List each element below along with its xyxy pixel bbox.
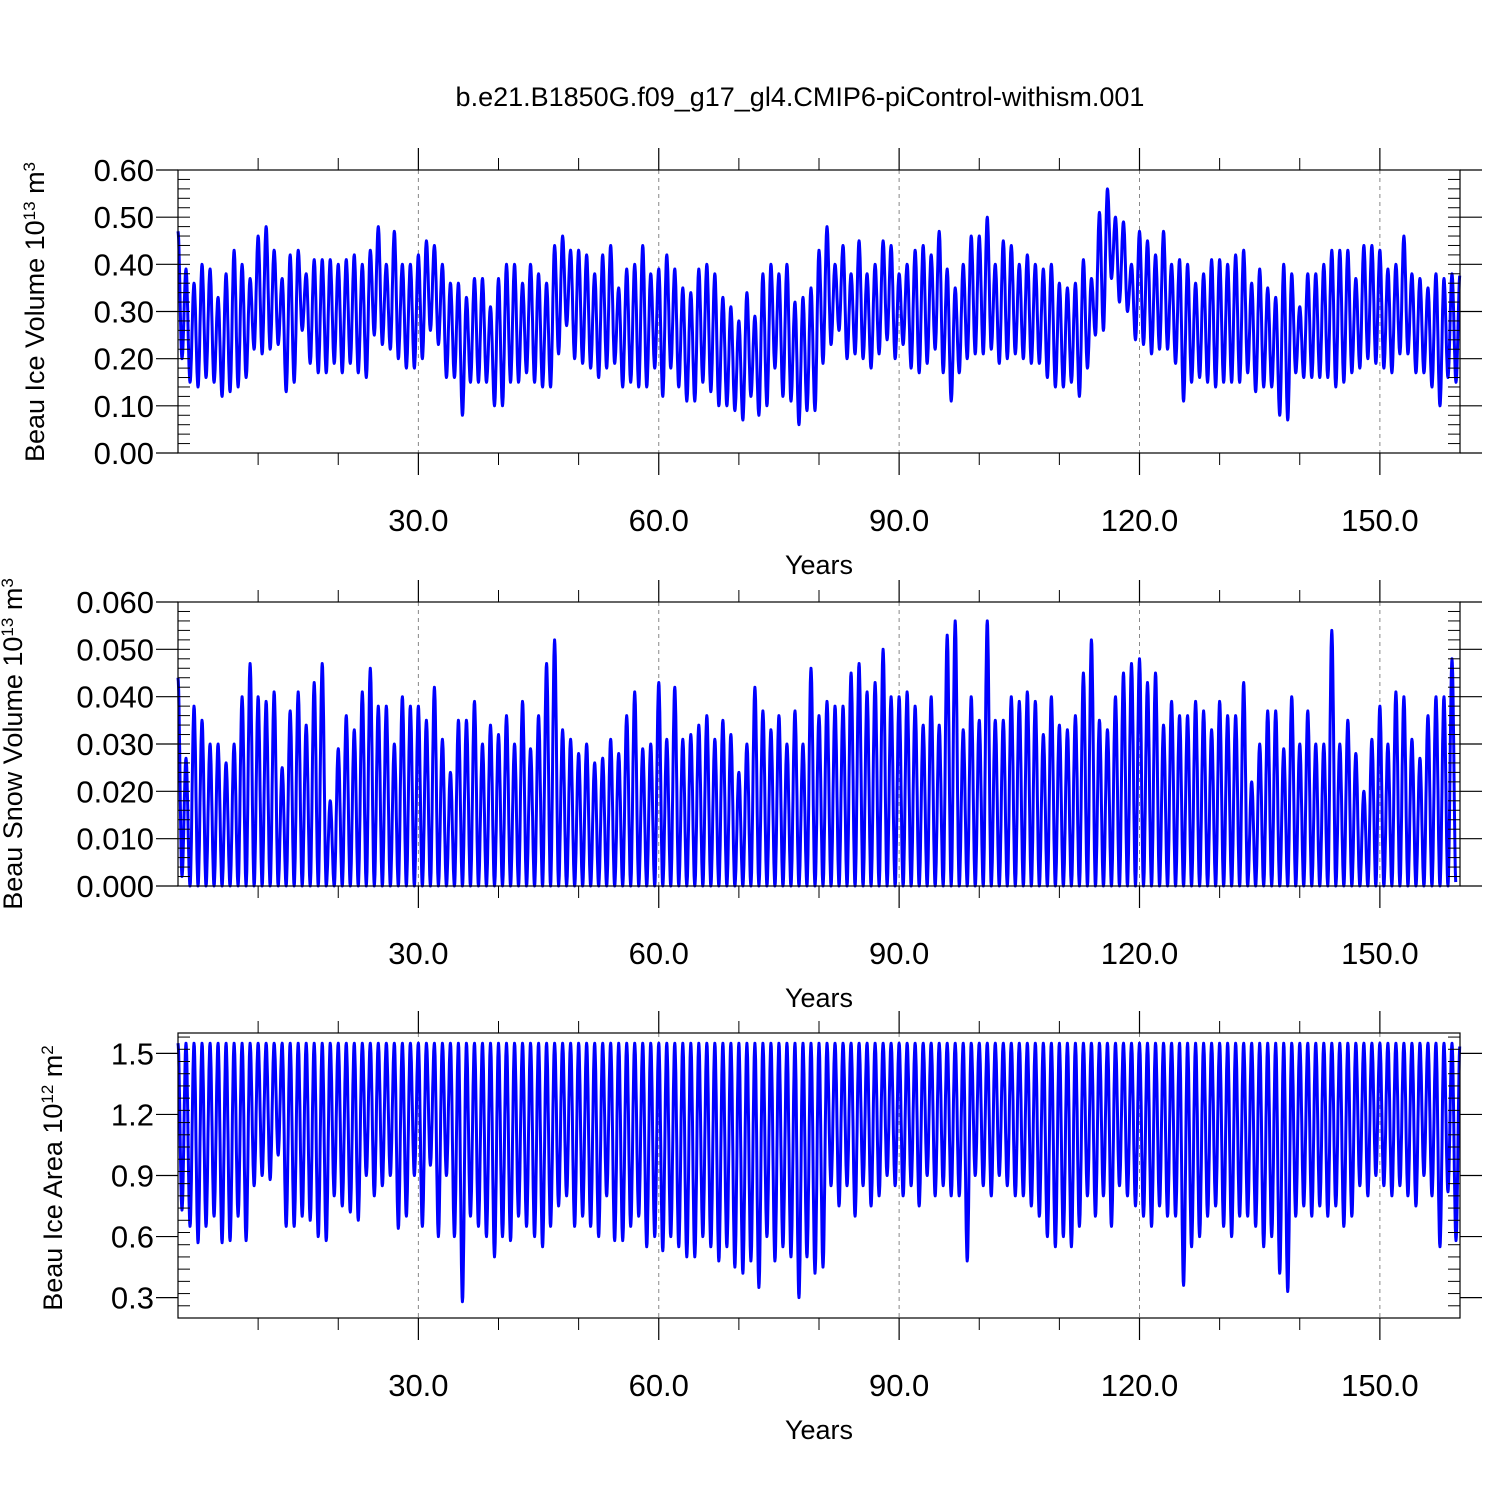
series-line [176, 187, 1462, 427]
x-tick-label: 150.0 [1341, 1368, 1419, 1403]
y-tick-label: 0.40 [94, 247, 154, 282]
y-tick-label: 0.020 [76, 774, 154, 809]
x-tick-label: 120.0 [1101, 1368, 1179, 1403]
x-tick-label: 60.0 [629, 503, 689, 538]
y-tick-label: 0.040 [76, 680, 154, 715]
series-line [176, 1041, 1462, 1304]
y-tick-label: 0.9 [111, 1159, 154, 1194]
y-axis-label: Beau Ice Volume 1013 m3 [20, 162, 51, 462]
chart-panel-2: 0.000 0.010 0.020 0.030 0.040 0.050 0.060 30.0 6… [0, 578, 1482, 1013]
y-tick-label: 0.000 [76, 869, 154, 904]
y-tick-label: 0.050 [76, 632, 154, 667]
y-tick-label: 0.6 [111, 1220, 154, 1255]
x-tick-label: 120.0 [1101, 936, 1179, 971]
y-tick-label: 0.060 [76, 585, 154, 620]
x-tick-label: 60.0 [629, 936, 689, 971]
y-tick-label: 1.2 [111, 1097, 154, 1132]
x-axis-label: Years [785, 983, 853, 1013]
x-tick-label: 60.0 [629, 1368, 689, 1403]
y-tick-label: 0.10 [94, 389, 154, 424]
x-axis-label: Years [785, 550, 853, 580]
chart-panel-3: 0.3 0.6 0.9 1.2 1.5 30.0 60.0 90.0 120.0 150.0 Yea… [38, 1011, 1482, 1445]
x-tick-label: 90.0 [869, 503, 929, 538]
x-tick-label: 150.0 [1341, 936, 1419, 971]
series-line [176, 619, 1458, 888]
x-tick-label: 30.0 [388, 936, 448, 971]
x-tick-label: 90.0 [869, 936, 929, 971]
y-axis-label: Beau Snow Volume 1013 m3 [0, 578, 28, 910]
y-tick-label: 0.60 [94, 153, 154, 188]
y-tick-label: 0.030 [76, 727, 154, 762]
x-tick-label: 30.0 [388, 503, 448, 538]
chart-panel-1: 0.00 0.10 0.20 0.30 0.40 0.50 0.60 30.0 60.0 90.0… [20, 148, 1482, 580]
y-tick-label: 0.010 [76, 822, 154, 857]
y-tick-label: 0.50 [94, 200, 154, 235]
x-tick-label: 90.0 [869, 1368, 929, 1403]
figure-title: b.e21.B1850G.f09_g17_gl4.CMIP6-piControl… [455, 82, 1145, 112]
x-tick-label: 150.0 [1341, 503, 1419, 538]
x-tick-label: 30.0 [388, 1368, 448, 1403]
y-tick-label: 0.30 [94, 295, 154, 330]
x-tick-label: 120.0 [1101, 503, 1179, 538]
y-tick-label: 0.20 [94, 342, 154, 377]
y-tick-label: 0.00 [94, 436, 154, 471]
y-tick-label: 0.3 [111, 1281, 154, 1316]
y-axis-label: Beau Ice Area 1012 m2 [38, 1045, 69, 1311]
y-tick-label: 1.5 [111, 1036, 154, 1071]
x-axis-label: Years [785, 1415, 853, 1445]
